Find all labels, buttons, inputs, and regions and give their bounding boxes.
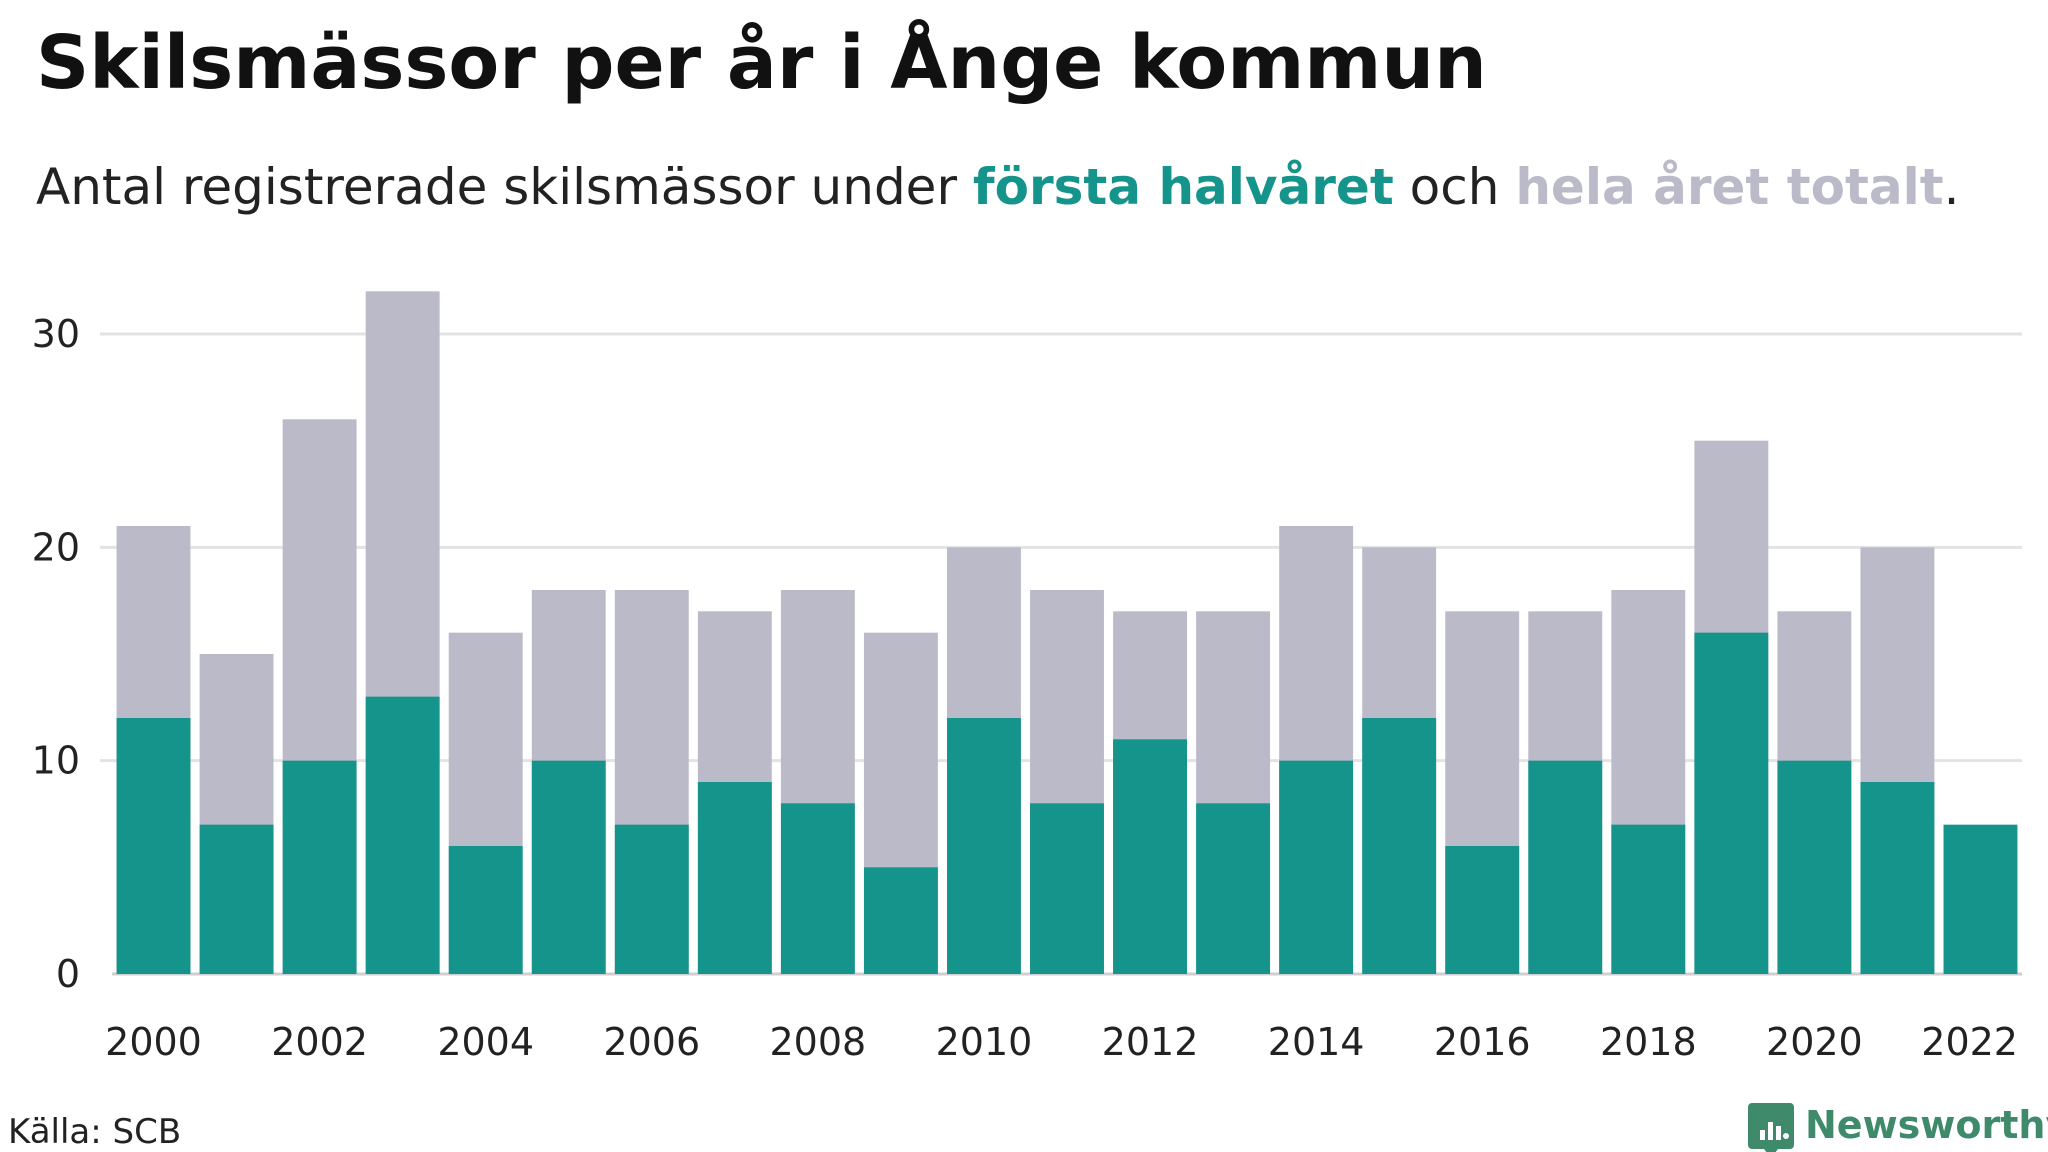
x-tick-label: 2010 [936,1020,1033,1064]
x-tick-label: 2022 [1921,1020,2018,1064]
subtitle-prefix: Antal registrerade skilsmässor under [36,158,973,216]
brand-logo: Newsworthy [1748,1103,2048,1152]
x-tick-label: 2016 [1434,1020,1531,1064]
bar-first-half-2012 [1113,739,1187,974]
bar-first-half-2008 [780,803,855,974]
y-tick-label: 10 [32,739,80,783]
x-tick-label: 2012 [1102,1020,1199,1064]
bar-first-half-2009 [863,867,938,974]
bar-first-half-2006 [614,824,689,974]
x-axis: 2000 2002 2004 2006 2008 2010 2012 2014 2016 2018… [105,1020,2018,1064]
subtitle-middle: och [1394,158,1516,216]
newsworthy-logo-icon [1748,1103,1794,1152]
bar-first-half-2000 [116,718,191,974]
bar-first-half-2003 [365,696,440,974]
bar-first-half-2010 [947,718,1021,974]
bar-first-half-2020 [1777,760,1852,974]
bar-first-half-2016 [1445,846,1520,974]
bar-first-half-2011 [1030,803,1104,974]
x-tick-label: 2018 [1600,1020,1697,1064]
bar-first-half-2015 [1362,718,1437,974]
y-tick-label: 30 [32,312,80,356]
chart-subtitle: Antal registrerade skilsmässor under för… [36,158,1960,216]
x-tick-label: 2004 [437,1020,534,1064]
chart-title: Skilsmässor per år i Ånge kommun [36,18,1487,106]
bar-first-half-2018 [1611,824,1686,974]
bar-first-half-2019 [1694,632,1769,974]
x-tick-label: 2006 [603,1020,700,1064]
bar-first-half-2002 [282,760,357,974]
x-tick-label: 2000 [105,1020,202,1064]
bar-first-half-2022 [1943,824,2018,974]
x-tick-label: 2014 [1268,1020,1365,1064]
y-tick-label: 20 [32,525,80,569]
legend-total-label: hela året totalt [1515,158,1943,216]
subtitle-suffix: . [1944,158,1960,216]
bar-first-half-2001 [199,824,274,974]
first-half-series-bars [116,632,2018,974]
bar-first-half-2021 [1860,782,1935,974]
bar-first-half-2014 [1279,760,1354,974]
legend-first-half-label: första halvåret [973,158,1394,216]
bar-first-half-2013 [1196,803,1271,974]
x-tick-label: 2008 [770,1020,867,1064]
y-axis: 0 10 20 30 [32,312,80,996]
x-tick-label: 2020 [1766,1020,1863,1064]
bar-first-half-2017 [1528,760,1603,974]
x-tick-label: 2002 [271,1020,368,1064]
brand-name: Newsworthy [1805,1103,2048,1147]
bar-first-half-2004 [448,846,523,974]
bar-first-half-2005 [531,760,606,974]
bar-first-half-2007 [697,782,772,974]
source-note: Källa: SCB [8,1112,181,1152]
y-tick-label: 0 [56,952,80,996]
